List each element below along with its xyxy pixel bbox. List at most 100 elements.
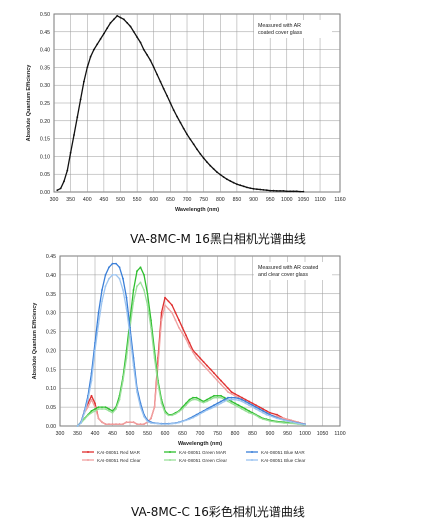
- data-point: [59, 187, 62, 190]
- data-point: [118, 423, 121, 425]
- data-point: [195, 357, 198, 359]
- data-point: [111, 411, 114, 414]
- x-tick-label: 1050: [317, 431, 329, 437]
- data-point: [171, 311, 173, 314]
- data-point: [159, 80, 162, 83]
- data-point: [220, 394, 222, 397]
- data-point: [76, 425, 79, 427]
- data-point: [295, 190, 298, 193]
- data-point: [104, 274, 107, 276]
- data-point: [178, 410, 180, 413]
- data-point: [199, 357, 201, 359]
- legend-marker: [251, 451, 253, 453]
- data-point: [244, 402, 247, 405]
- data-point: [104, 423, 107, 425]
- data-point: [209, 372, 212, 374]
- data-point: [213, 372, 215, 374]
- data-point: [125, 421, 128, 424]
- y-axis-label: Absolute Quantum Efficiency: [32, 302, 38, 380]
- data-point: [115, 408, 117, 410]
- data-point: [166, 95, 169, 97]
- data-point: [252, 187, 255, 190]
- data-point: [251, 404, 254, 407]
- data-point: [94, 402, 96, 405]
- data-point: [199, 153, 202, 155]
- annotation-bg: [254, 20, 332, 38]
- data-point: [213, 404, 215, 407]
- data-point: [118, 277, 121, 280]
- data-point: [209, 406, 212, 408]
- caption-color: VA-8MC-C 16彩色相机光谱曲线: [131, 505, 305, 519]
- data-point: [256, 188, 258, 191]
- data-point: [249, 187, 252, 190]
- annotation-text: Measured with AR coated: [258, 265, 318, 271]
- data-point: [283, 422, 285, 424]
- data-point: [181, 406, 184, 408]
- data-point: [109, 22, 112, 24]
- data-point: [97, 406, 100, 408]
- data-point: [97, 408, 100, 410]
- data-point: [118, 398, 121, 401]
- data-point: [94, 408, 96, 410]
- data-point: [167, 423, 170, 425]
- data-point: [248, 404, 250, 407]
- legend-marker: [169, 459, 171, 461]
- data-point: [251, 406, 254, 408]
- data-point: [83, 418, 86, 421]
- data-point: [269, 411, 271, 414]
- data-point: [227, 398, 229, 401]
- data-point: [241, 398, 243, 401]
- data-point: [139, 406, 142, 408]
- legend-label: KAI-08051 Blue MAR: [261, 450, 305, 455]
- data-point: [230, 396, 233, 399]
- data-point: [149, 59, 152, 62]
- data-point: [160, 402, 163, 405]
- y-tick-label: 0.10: [46, 386, 56, 392]
- legend-label: KAI-08051 Red Clear: [97, 458, 141, 463]
- data-point: [181, 420, 184, 423]
- data-point: [244, 400, 247, 403]
- data-point: [167, 308, 170, 310]
- data-point: [223, 396, 226, 399]
- data-point: [248, 411, 250, 414]
- data-point: [188, 398, 191, 401]
- data-point: [285, 190, 288, 193]
- data-point: [126, 22, 129, 24]
- data-point: [97, 417, 100, 420]
- data-point: [192, 143, 195, 146]
- data-point: [83, 80, 85, 83]
- data-point: [104, 406, 107, 408]
- data-point: [101, 406, 103, 408]
- data-point: [106, 27, 109, 30]
- data-point: [220, 379, 222, 382]
- data-point: [220, 402, 222, 405]
- data-point: [164, 296, 166, 299]
- data-point: [87, 414, 89, 417]
- data-point: [86, 66, 89, 69]
- data-point: [192, 396, 194, 399]
- y-tick-label: 0.40: [46, 273, 56, 279]
- y-tick-label: 0.35: [46, 292, 56, 298]
- data-point: [251, 413, 254, 415]
- data-point: [202, 411, 205, 413]
- x-tick-label: 1000: [281, 197, 293, 203]
- data-point: [209, 396, 212, 399]
- x-tick-label: 500: [116, 197, 125, 203]
- data-point: [209, 398, 212, 401]
- data-point: [101, 289, 103, 291]
- x-tick-label: 900: [266, 431, 275, 437]
- data-point: [239, 184, 242, 187]
- data-point: [153, 357, 156, 359]
- data-point: [237, 394, 240, 397]
- data-point: [156, 73, 159, 76]
- data-point: [230, 402, 233, 405]
- data-point: [276, 413, 278, 416]
- x-tick-label: 400: [83, 197, 92, 203]
- annotation-text: coated cover glass: [258, 30, 303, 36]
- x-tick-label: 650: [166, 197, 175, 203]
- data-point: [283, 417, 285, 420]
- data-point: [202, 157, 205, 160]
- y-tick-label: 0.30: [40, 83, 50, 89]
- legend-label: KAI-08051 Green Clear: [179, 458, 227, 463]
- data-point: [232, 181, 235, 184]
